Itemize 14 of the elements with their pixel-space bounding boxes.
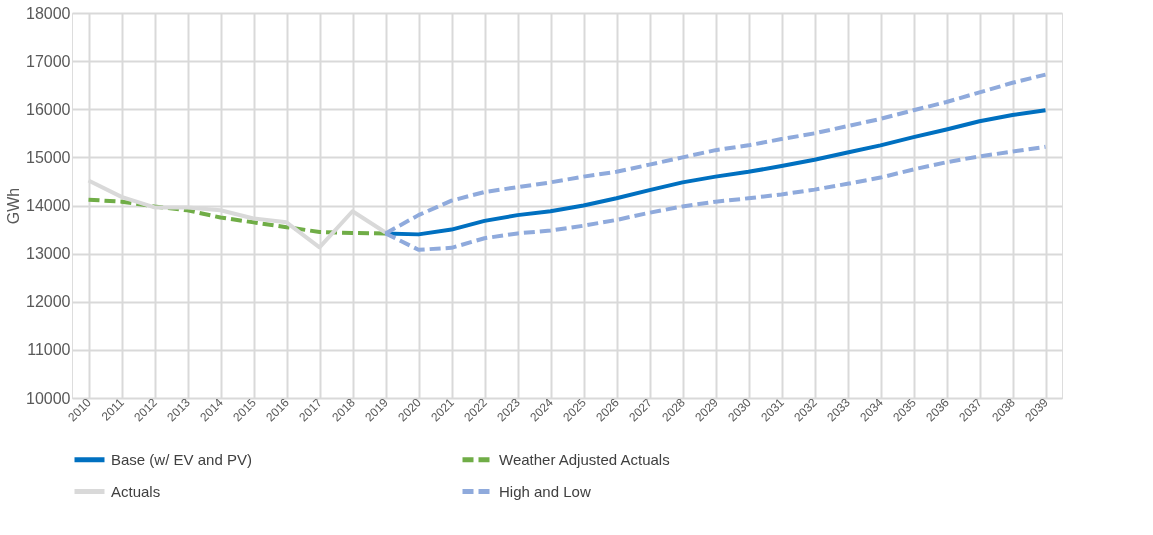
legend-label: High and Low <box>499 482 591 500</box>
legend-label: Actuals <box>111 482 161 500</box>
y-tick-label: 15000 <box>26 148 71 166</box>
y-tick-label: 16000 <box>26 100 71 118</box>
y-tick-label: 10000 <box>26 389 71 407</box>
y-tick-label: 11000 <box>27 341 71 359</box>
y-tick-label: 13000 <box>26 245 71 263</box>
y-tick-label: 18000 <box>26 4 71 22</box>
legend-label: Weather Adjusted Actuals <box>499 450 670 468</box>
y-axis-title: GWh <box>5 187 23 225</box>
y-tick-label: 14000 <box>26 197 71 214</box>
legend-label: Base (w/ EV and PV) <box>111 450 252 468</box>
y-tick-label: 17000 <box>26 52 71 70</box>
y-tick-label: 12000 <box>26 293 71 311</box>
